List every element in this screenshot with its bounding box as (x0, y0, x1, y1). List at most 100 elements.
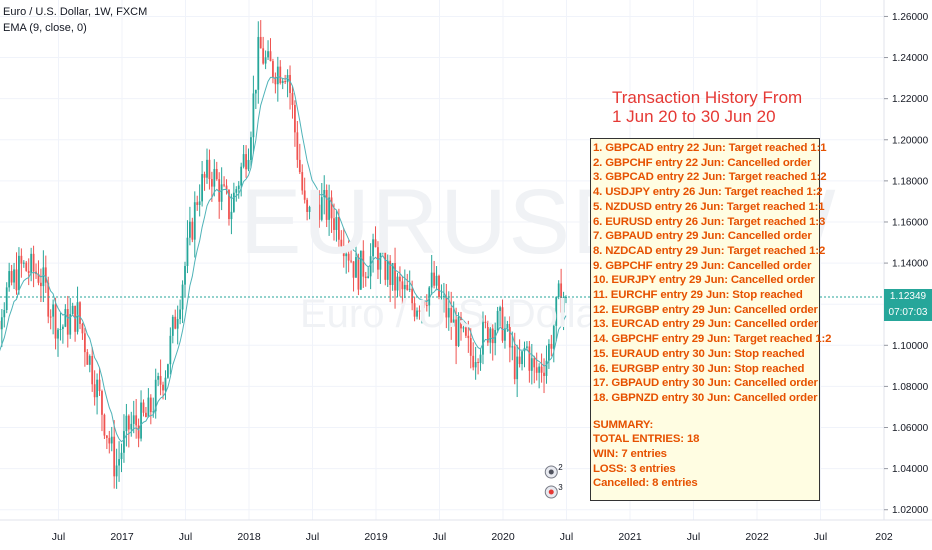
candle-body (311, 206, 313, 221)
candle-body (147, 397, 150, 417)
candle-body (69, 314, 72, 335)
time-tick-label: Jul (560, 531, 573, 543)
candle-body (516, 356, 519, 380)
candle-body (355, 257, 357, 278)
candle-body (474, 362, 477, 368)
indicator-title[interactable]: EMA (9, close, 0) (3, 22, 87, 34)
candle-body (315, 200, 318, 205)
candle-body (5, 287, 8, 310)
candle-body (201, 174, 204, 202)
time-tick-label: Jul (814, 531, 827, 543)
candle-body (421, 301, 423, 311)
candle-body (562, 297, 565, 313)
event-marker-dot (548, 469, 554, 475)
candle-body (347, 253, 350, 261)
candle-body (408, 288, 411, 290)
candle-body (313, 200, 316, 221)
candle-body (445, 296, 448, 318)
transaction-entry: 13. EURCAD entry 29 Jun: Cancelled order (593, 318, 819, 331)
candle-body (535, 367, 538, 373)
candle-body (208, 159, 211, 180)
candle-body (399, 276, 401, 282)
chart-legend: Euro / U.S. Dollar, 1W, FXCM EMA (9, clo… (3, 4, 147, 36)
candle-body (220, 184, 223, 202)
summary-line: WIN: 7 entries (593, 448, 667, 461)
candle-body (320, 197, 323, 220)
candle-body (337, 217, 340, 240)
candle-body (86, 352, 89, 365)
candle-body (18, 255, 20, 291)
candle-body (272, 61, 274, 78)
candle-body (259, 36, 262, 49)
candle-body (374, 239, 377, 248)
candle-body (508, 324, 511, 348)
time-tick-label: Jul (306, 531, 319, 543)
candle-body (88, 355, 91, 365)
candle-body (438, 275, 440, 297)
candle-body (513, 346, 516, 380)
candle-body (237, 185, 240, 190)
candle-body (64, 309, 67, 327)
candle-body (22, 262, 25, 264)
candle-body (545, 360, 548, 376)
candle-body (52, 304, 55, 317)
symbol-title[interactable]: Euro / U.S. Dollar, 1W, FXCM (3, 6, 148, 18)
candle-body (335, 217, 338, 230)
candle-body (149, 397, 152, 413)
candle-body (154, 379, 157, 412)
candle-body (171, 316, 174, 336)
candle-body (543, 372, 545, 376)
candle-body (442, 296, 445, 298)
summary-line: TOTAL ENTRIES: 18 (593, 433, 700, 446)
transaction-entry: 16. EURGBP entry 30 Jun: Stop reached (593, 362, 805, 375)
candle-body (457, 317, 460, 347)
candle-body (206, 159, 208, 178)
annotation-title-line-2: 1 Jun 20 to 30 Jun 20 (612, 107, 776, 126)
ema-line (0, 75, 567, 443)
candle-body (528, 346, 531, 371)
candle-body (49, 316, 52, 318)
candle-body (496, 310, 499, 331)
candle-body (27, 270, 30, 274)
price-tick-label: 1.06000 (892, 423, 929, 434)
candle-body (203, 174, 206, 178)
candle-body (245, 154, 247, 170)
price-scale-bg (884, 0, 932, 520)
candle-body (218, 179, 221, 202)
time-tick-label: 2021 (618, 531, 642, 543)
candle-body (235, 189, 238, 193)
candle-body (333, 218, 335, 230)
candle-body (42, 267, 45, 287)
time-axis-labels: Jul 2017 Jul 2018 Jul 2019 Jul 2020 Jul 2021 Jul 20… (52, 531, 893, 543)
candle-body (557, 283, 560, 297)
candle-body (435, 275, 438, 286)
candle-body (364, 276, 367, 278)
candle-body (330, 197, 333, 219)
price-tick-label: 1.18000 (892, 176, 929, 187)
spacer (593, 406, 819, 418)
candle-body (274, 77, 277, 85)
candle-body (125, 415, 128, 432)
candle-body (381, 246, 384, 251)
candle-body (240, 166, 243, 186)
candle-body (71, 305, 74, 315)
candle-body (501, 307, 504, 341)
candle-body (482, 321, 484, 355)
annotation-title-line-1: Transaction History From (612, 88, 803, 107)
candle-body (284, 81, 287, 83)
transaction-entry: 9. GBPCHF entry 29 Jun: Cancelled order (593, 259, 812, 272)
transaction-entry: 5. NZDUSD entry 26 Jun: Target reached 1… (593, 200, 825, 213)
transaction-history-box[interactable]: 1. GBPCAD entry 22 Jun: Target reached 1… (590, 138, 831, 501)
candle-body (247, 159, 250, 170)
candle-body (340, 239, 343, 247)
candle-body (359, 250, 362, 290)
candle-body (252, 93, 255, 138)
candle-body (118, 459, 120, 466)
annotation-title: Transaction History From 1 Jun 20 to 30 … (612, 88, 802, 126)
candle-body (198, 201, 201, 205)
candle-body (210, 179, 213, 187)
candle-body (37, 274, 40, 283)
candle-body (135, 415, 138, 426)
candle-body (76, 302, 79, 332)
candle-body (406, 284, 409, 290)
